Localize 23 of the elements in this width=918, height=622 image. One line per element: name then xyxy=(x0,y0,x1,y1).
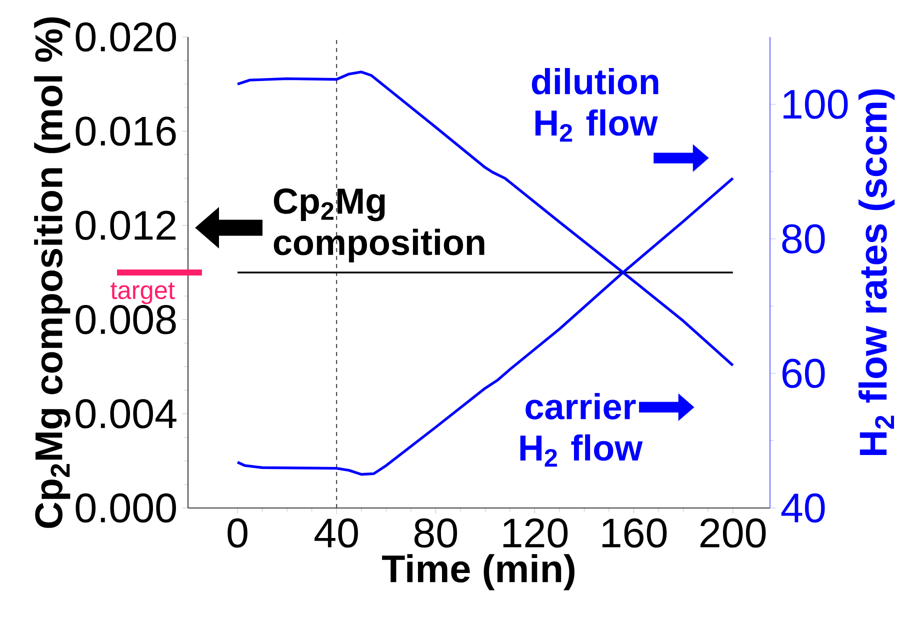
series-label: dilution H$_{2}$ flow xyxy=(532,68,658,142)
legend-label: Cp$_{2}$Mg composition xyxy=(274,188,484,262)
y2-tick-label: 60 xyxy=(782,358,825,388)
y2-tick-label: 80 xyxy=(782,224,825,254)
y-tick-label: 0.012 xyxy=(76,210,176,240)
y-tick-label: 0.020 xyxy=(76,22,176,52)
x-tick-label: 160 xyxy=(602,518,667,548)
x-tick-label: 80 xyxy=(414,518,458,548)
x-tick-label: 0 xyxy=(228,518,248,548)
series-label: carrier H$_{2}$ flow xyxy=(520,393,643,467)
y-tick-label: 0.008 xyxy=(76,304,176,334)
y2-axis-title: H$_{2}$ flow rates (sccm) xyxy=(858,89,895,456)
x-tick-label: 40 xyxy=(314,518,358,548)
y-tick-label: 0.016 xyxy=(76,116,176,146)
x-tick-label: 200 xyxy=(700,518,766,548)
x-axis-title: Time (min) xyxy=(382,554,574,590)
y-axis-title: Cp$_{2}$Mg composition (mol %) xyxy=(34,17,70,528)
y-tick-label: 0.004 xyxy=(76,399,176,428)
y2-tick-label: 40 xyxy=(781,493,825,523)
y2-tick-label: 100 xyxy=(784,90,848,119)
ref-line-label: target xyxy=(110,282,175,304)
y-tick-label: 0.000 xyxy=(76,493,176,523)
x-tick-label: 120 xyxy=(503,518,568,548)
